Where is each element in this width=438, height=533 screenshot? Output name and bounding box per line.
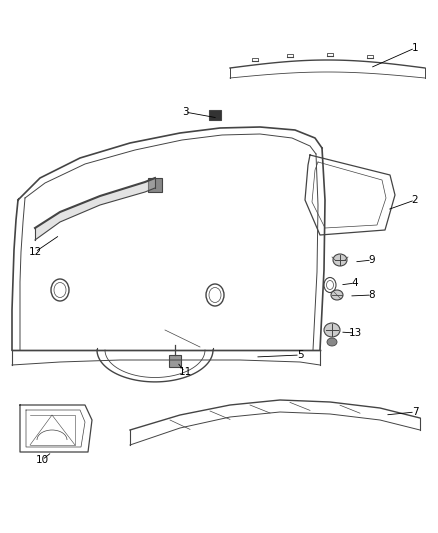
Polygon shape <box>35 178 155 240</box>
Text: 11: 11 <box>178 367 192 377</box>
Text: 7: 7 <box>412 407 418 417</box>
FancyBboxPatch shape <box>169 355 181 367</box>
Text: 2: 2 <box>412 195 418 205</box>
Ellipse shape <box>327 338 337 346</box>
FancyBboxPatch shape <box>209 110 221 120</box>
Text: 8: 8 <box>369 290 375 300</box>
Ellipse shape <box>331 290 343 300</box>
Ellipse shape <box>324 323 340 337</box>
Text: 1: 1 <box>412 43 418 53</box>
Text: 5: 5 <box>297 350 303 360</box>
Text: 3: 3 <box>182 107 188 117</box>
Ellipse shape <box>333 254 347 266</box>
Text: 4: 4 <box>352 278 358 288</box>
FancyBboxPatch shape <box>148 178 162 192</box>
Text: 12: 12 <box>28 247 42 257</box>
Text: 13: 13 <box>348 328 362 338</box>
Text: 9: 9 <box>369 255 375 265</box>
Text: 10: 10 <box>35 455 49 465</box>
